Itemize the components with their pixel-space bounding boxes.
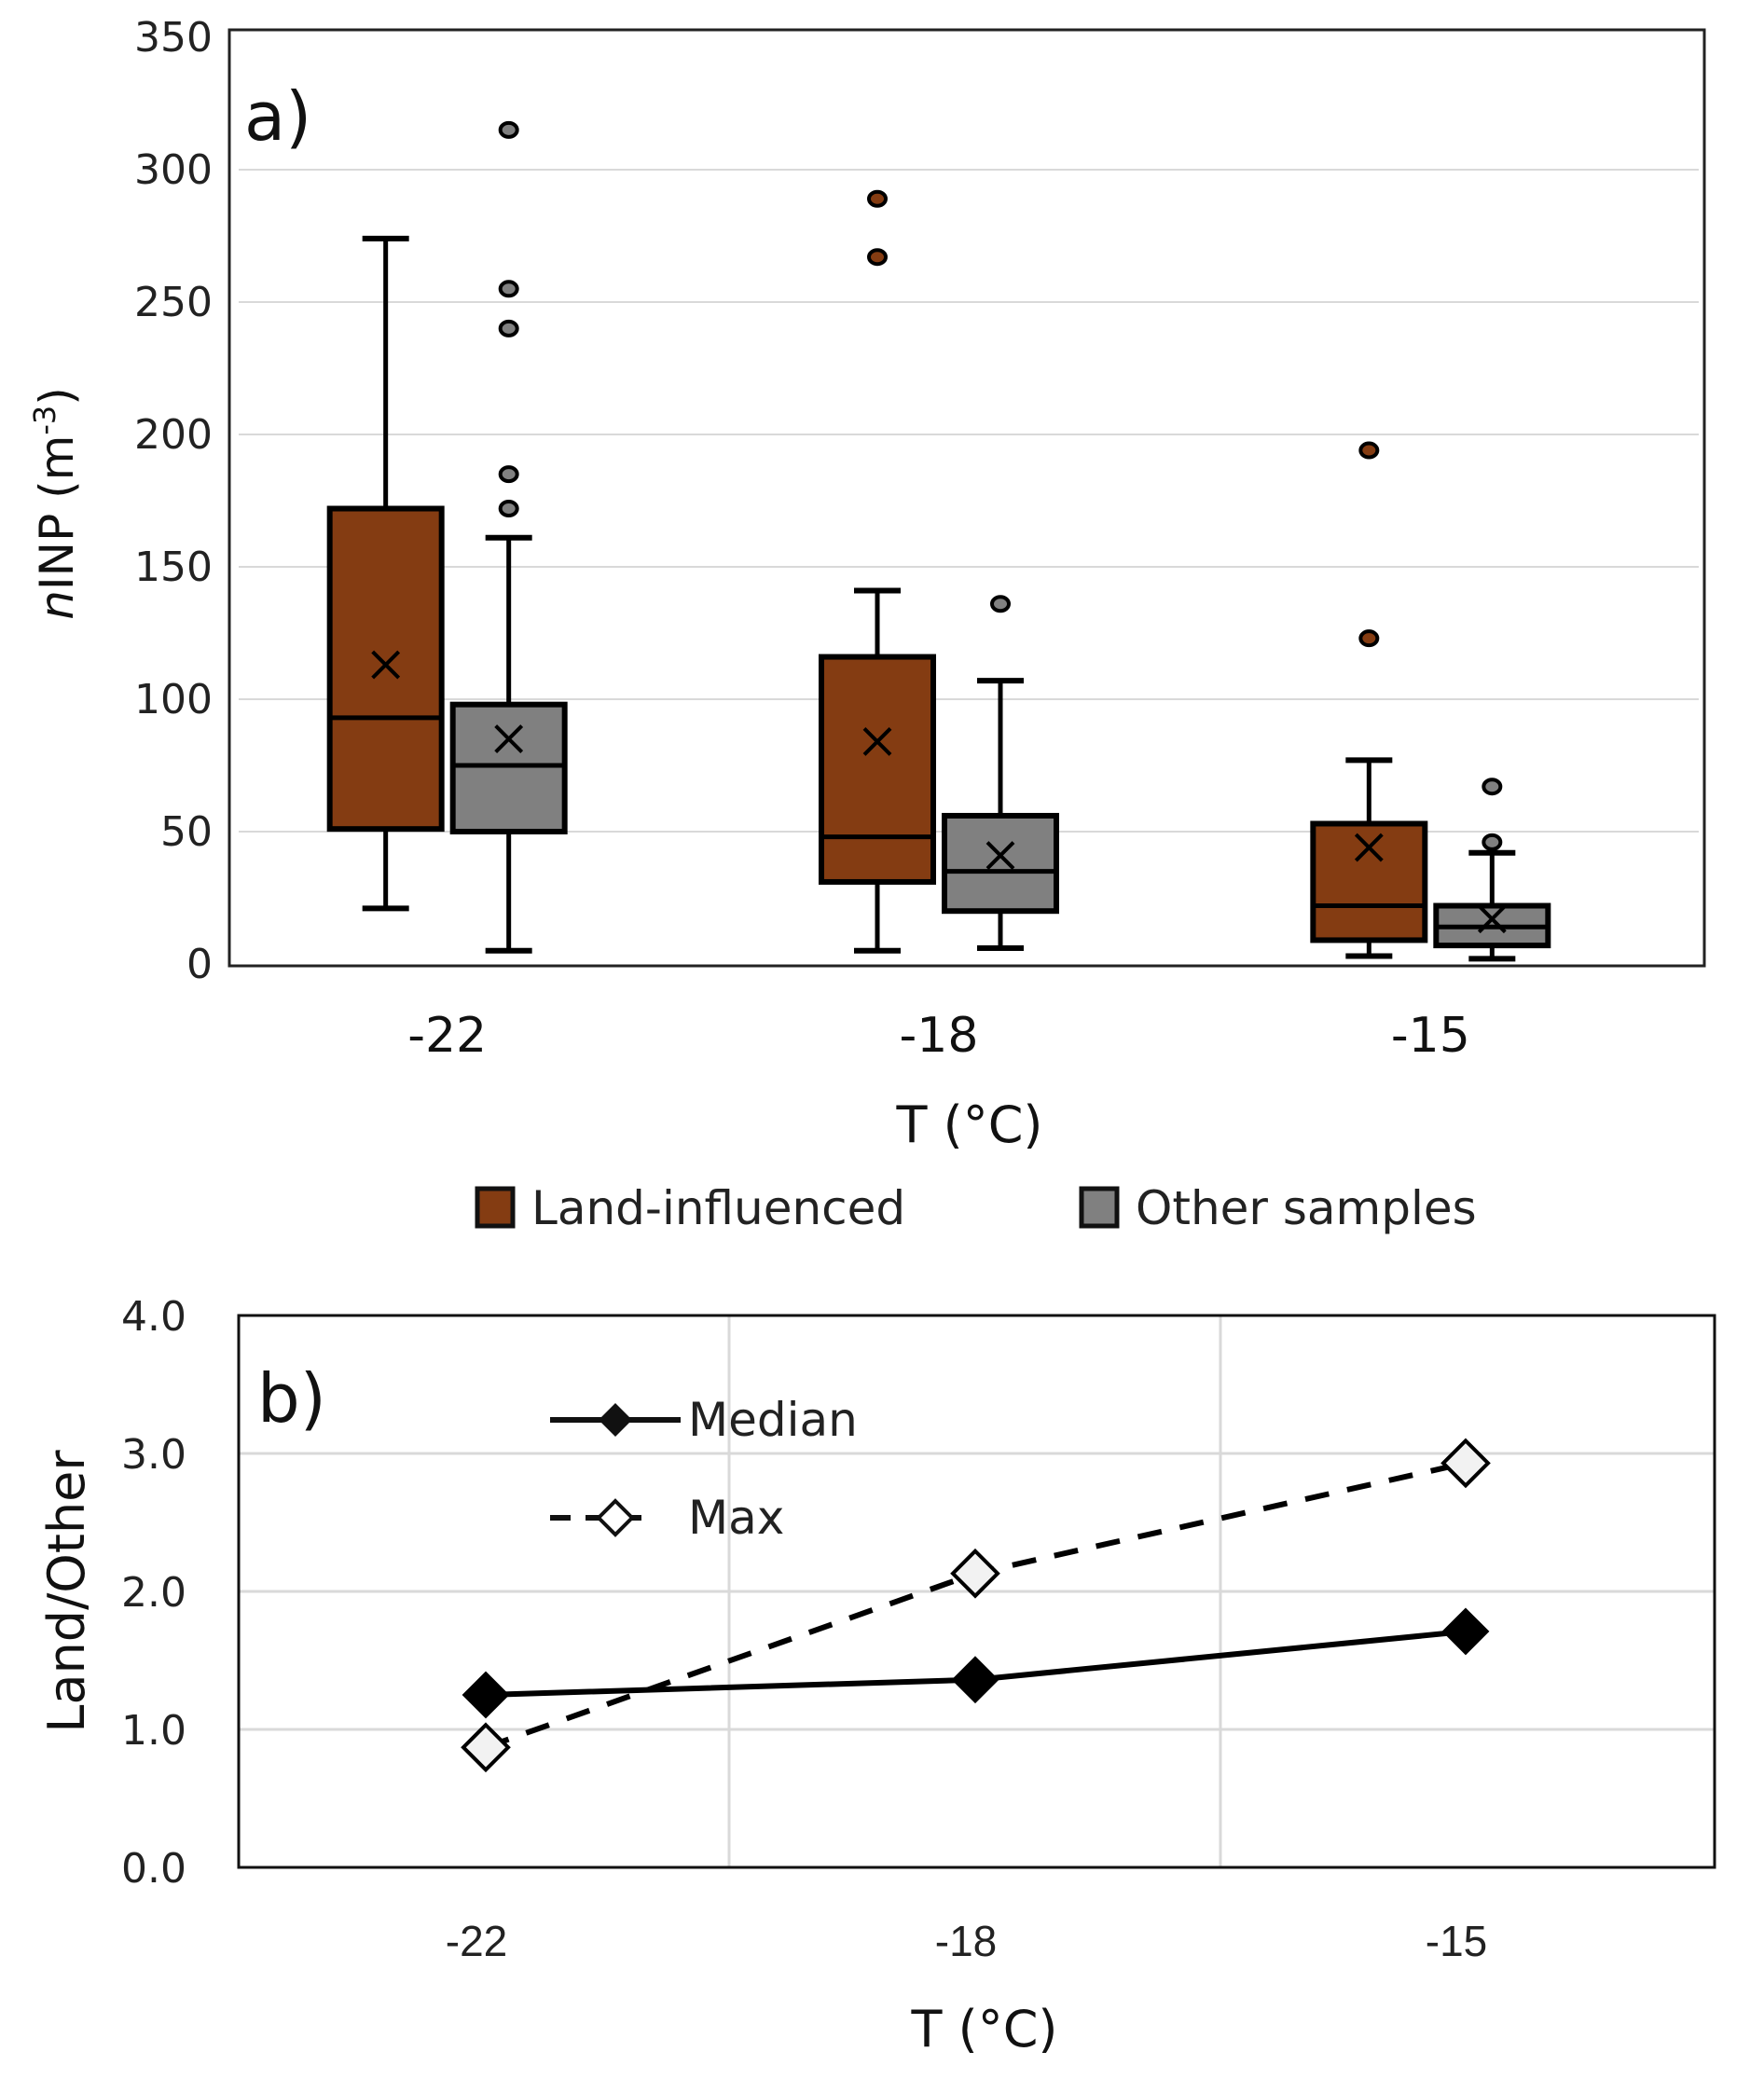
box-1-1: [942, 595, 1059, 951]
legend-label-max: Max: [688, 1491, 784, 1545]
y-tick-label: 350: [134, 14, 213, 62]
y-tick-label: 1.0: [121, 1707, 186, 1755]
panel-a-frame: [227, 28, 1706, 968]
legend-label-land: Land-influenced: [531, 1181, 905, 1235]
panel-b-y-axis-title: Land/Other: [37, 1450, 96, 1733]
legend-swatch-other: [1079, 1186, 1120, 1229]
box-iqr: [819, 654, 936, 885]
box-1-2: [1433, 778, 1551, 962]
panel-b-y-ticks: 0.0 1.0 2.0 3.0 4.0: [121, 1293, 186, 1893]
data-point-max: [1440, 1438, 1491, 1489]
outlier-point: [498, 120, 519, 139]
data-point-median: [1441, 1607, 1490, 1656]
legend-swatch-land: [475, 1186, 516, 1229]
y-tick-label: 0.0: [121, 1845, 186, 1893]
box-0-1: [819, 189, 936, 954]
data-point-max: [950, 1548, 1000, 1599]
panel-b-legend: Median Max: [550, 1393, 858, 1545]
outlier-point: [1358, 441, 1380, 460]
box-iqr: [326, 505, 445, 833]
x-tick-label: -18: [935, 1917, 997, 1965]
panel-b-label: b): [257, 1359, 326, 1438]
y-tick-label: 150: [134, 544, 213, 591]
panel-a-x-axis-title: T (°C): [896, 1095, 1043, 1154]
outlier-point: [498, 465, 519, 484]
x-tick-label: -22: [407, 1008, 487, 1064]
panel-b-series: [461, 1438, 1491, 1773]
mean-marker: [371, 650, 401, 680]
panel-b-x-axis-title: T (°C): [911, 2000, 1058, 2059]
panel-a-y-axis-title: nINP (m-3): [27, 387, 84, 620]
y-title-sup: -3: [27, 406, 62, 435]
y-tick-label: 300: [134, 146, 213, 194]
x-tick-label: -15: [1391, 1008, 1470, 1064]
panel-a: 0 50 100 150 200 250 300 350 a) -22 -18 -15 T (°C…: [27, 14, 1706, 1235]
outlier-point: [867, 189, 888, 208]
series-line-max: [484, 1460, 1467, 1751]
y-tick-label: 0: [186, 941, 213, 988]
panel-a-label: a): [244, 77, 311, 156]
y-tick-label: 3.0: [121, 1431, 186, 1479]
outlier-point: [498, 500, 519, 518]
panel-b-x-ticks: -22 -18 -15: [446, 1917, 1487, 1965]
x-tick-label: -22: [446, 1917, 507, 1965]
mean-marker: [1354, 833, 1384, 862]
panel-b: 0.01.02.03.04.0 b) Median Max -22 -18 -15 …: [37, 1293, 1716, 2059]
mean-marker: [985, 841, 1015, 870]
panel-a-gridlines: [239, 169, 1699, 833]
x-tick-label: -18: [900, 1008, 979, 1064]
y-title-italic: n: [30, 590, 84, 620]
box-iqr: [1310, 820, 1428, 943]
outlier-point: [867, 248, 888, 267]
panel-b-frame: [237, 1314, 1716, 1869]
y-tick-label: 50: [160, 808, 213, 856]
box-0-0: [326, 235, 445, 912]
legend-marker-max-icon: [596, 1498, 635, 1537]
mean-marker: [494, 724, 524, 754]
outlier-point: [1481, 778, 1503, 796]
mean-marker: [862, 727, 892, 756]
panel-a-boxes: [326, 120, 1551, 962]
x-tick-label: -15: [1426, 1917, 1487, 1965]
y-tick-label: 250: [134, 279, 213, 326]
box-iqr: [942, 812, 1059, 915]
y-title-main: INP (m: [30, 435, 84, 590]
box-0-2: [1310, 441, 1428, 959]
panel-a-x-ticks: -22 -18 -15: [407, 1008, 1470, 1064]
box-1-0: [449, 120, 568, 954]
outlier-point: [1481, 833, 1503, 851]
y-tick-label: 100: [134, 676, 213, 723]
data-point-median: [462, 1671, 510, 1719]
outlier-point: [990, 595, 1011, 613]
legend-label-median: Median: [688, 1393, 858, 1447]
y-tick-label: 4.0: [121, 1293, 186, 1341]
outlier-point: [498, 319, 519, 337]
y-tick-label: 2.0: [121, 1569, 186, 1617]
outlier-point: [1358, 629, 1380, 648]
panel-a-y-ticks: 0 50 100 150 200 250 300 350: [134, 14, 213, 988]
box-iqr: [449, 701, 568, 834]
panel-a-legend: Land-influenced Other samples: [475, 1181, 1477, 1235]
legend-marker-median-icon: [599, 1403, 632, 1437]
data-point-median: [951, 1656, 999, 1704]
y-title-close: ): [30, 387, 84, 406]
mean-marker: [1477, 904, 1507, 934]
legend-label-other: Other samples: [1136, 1181, 1477, 1235]
data-point-max: [461, 1722, 511, 1773]
y-tick-label: 200: [134, 411, 213, 459]
outlier-point: [498, 280, 519, 298]
